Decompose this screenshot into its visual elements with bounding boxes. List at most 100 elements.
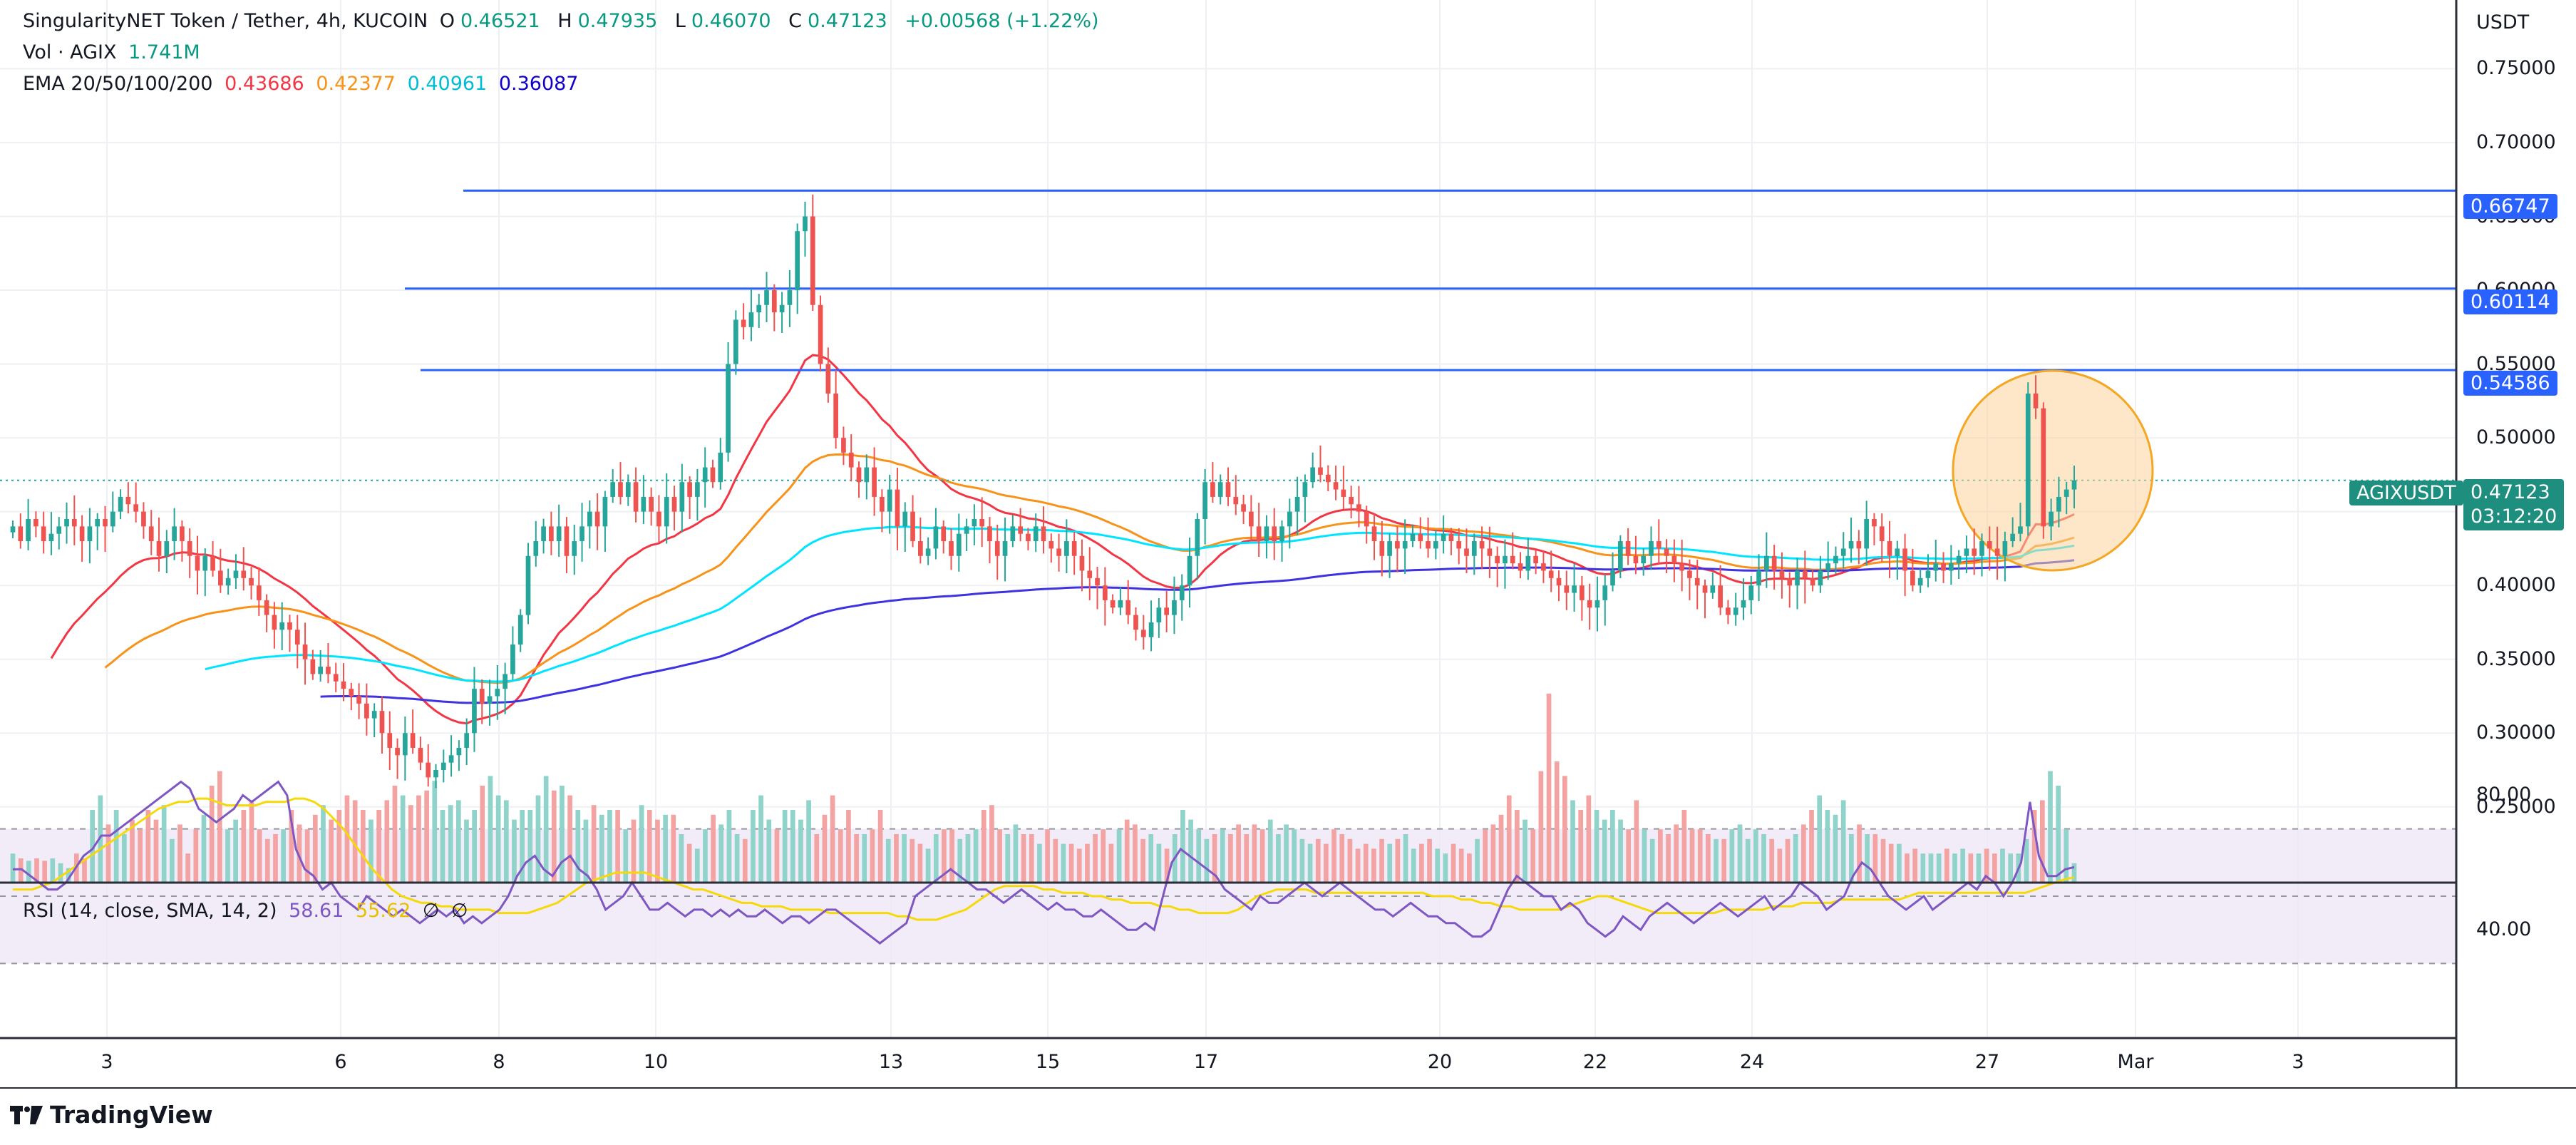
candle-body: [387, 733, 393, 748]
candle-body: [495, 689, 500, 697]
volume-bar: [2008, 853, 2014, 883]
volume-bar: [1236, 824, 1241, 883]
candle-body: [572, 541, 577, 556]
volume-bar: [1395, 838, 1401, 883]
candle-body: [1294, 496, 1300, 512]
candle-body: [1956, 555, 1962, 564]
volume-bar: [790, 810, 795, 883]
candle-body: [1941, 563, 1946, 571]
candle-body: [1925, 570, 1931, 578]
candle-body: [2010, 533, 2016, 542]
volume-bar: [121, 834, 127, 883]
candle-body: [103, 519, 108, 527]
candle-body: [1726, 607, 1731, 615]
close-value: 0.47123: [808, 10, 887, 32]
candle-body: [1710, 585, 1716, 593]
candle-body: [2041, 408, 2046, 527]
candle-body: [1964, 548, 1969, 556]
volume-bar: [50, 858, 56, 883]
volume-bar: [599, 814, 604, 883]
symbol-legend: SingularityNET Token / Tether, 4h, KUCOI…: [23, 10, 1105, 32]
volume-bar: [575, 810, 581, 883]
volume-bar: [464, 819, 469, 883]
candle-body: [917, 541, 923, 556]
hidden-icon[interactable]: ∅: [422, 900, 440, 922]
time-tick-label: 8: [493, 1051, 505, 1073]
volume-bar: [1849, 834, 1854, 883]
candle-body: [856, 467, 862, 483]
candle-body: [1418, 533, 1423, 542]
volume-bar: [113, 810, 119, 883]
volume-bar: [1872, 834, 1878, 883]
volume-bar: [1443, 853, 1448, 883]
candle-body: [464, 733, 470, 748]
volume-bar: [1331, 829, 1336, 883]
candle-body: [803, 216, 808, 232]
candle-body: [1756, 570, 1761, 586]
volume-bar: [1714, 838, 1719, 883]
candle-body: [517, 615, 523, 645]
rsi-tick-label: 40.00: [2476, 918, 2532, 941]
candle-body: [79, 526, 85, 542]
candle-body: [1333, 482, 1339, 490]
candle-body: [1102, 585, 1108, 600]
candle-body: [1771, 555, 1777, 571]
candle-body: [371, 711, 377, 719]
candle-body: [1879, 526, 1885, 542]
volume-bar: [854, 834, 859, 883]
volume-bar: [1355, 848, 1361, 883]
volume-bar: [2039, 800, 2045, 883]
volume-bar: [488, 776, 493, 883]
candle-body: [1187, 555, 1192, 586]
candle-body: [318, 667, 323, 674]
volume-bar: [1276, 834, 1281, 883]
volume-bar: [910, 838, 915, 883]
volume-bar: [1642, 829, 1647, 883]
candle-body: [279, 622, 285, 630]
candle-body: [1272, 526, 1277, 542]
volume-bar: [1085, 843, 1090, 883]
volume-bar: [766, 819, 772, 883]
candle-body: [541, 526, 546, 542]
candle-body: [310, 659, 316, 674]
candle-body: [141, 511, 146, 527]
volume-bar: [193, 829, 199, 883]
candle-body: [1541, 563, 1546, 571]
volume-bar: [1411, 848, 1416, 883]
volume-bar: [1610, 810, 1615, 883]
candle-body: [34, 519, 38, 527]
candle-body: [671, 496, 677, 512]
volume-bar: [1435, 848, 1441, 883]
candle-body: [302, 645, 308, 659]
volume-bar: [241, 810, 247, 883]
candle-body: [1071, 541, 1077, 556]
volume-bar: [1689, 829, 1695, 883]
candle-body: [1202, 482, 1207, 520]
candle-body: [125, 496, 131, 505]
candle-body: [1917, 577, 1923, 586]
candle-body: [1656, 541, 1661, 549]
volume-bar: [1371, 848, 1376, 883]
time-tick-label: 27: [1974, 1051, 2000, 1073]
hidden-icon-2[interactable]: ∅: [451, 900, 468, 922]
volume-bar: [520, 810, 525, 883]
candle-body: [1856, 541, 1862, 549]
candle-body: [702, 467, 708, 483]
candle-body: [1895, 548, 1900, 556]
volume-bar: [344, 795, 350, 883]
volume-bar: [758, 795, 763, 883]
candle-body: [610, 482, 616, 497]
volume-bar: [1140, 838, 1145, 883]
candle-body: [95, 519, 101, 527]
candle-body: [848, 452, 854, 468]
volume-bar: [1546, 693, 1552, 883]
volume-bar: [703, 829, 708, 883]
volume-bar: [297, 824, 302, 883]
candle-body: [1387, 541, 1392, 556]
candle-body: [195, 555, 200, 571]
candle-body: [187, 541, 192, 556]
candle-body: [1510, 555, 1515, 564]
volume-bar: [663, 814, 668, 883]
tradingview-logo[interactable]: TradingView: [10, 1101, 213, 1129]
